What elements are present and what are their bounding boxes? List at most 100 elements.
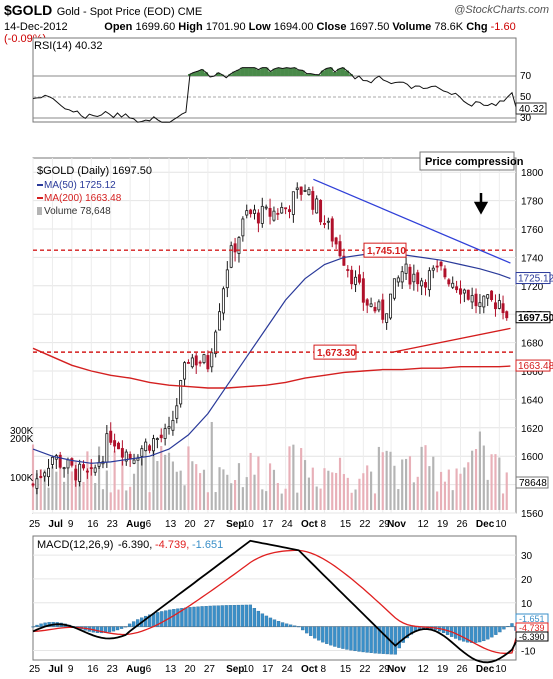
volume-bar xyxy=(362,473,365,510)
candle-body xyxy=(105,433,109,463)
volume-bar xyxy=(307,477,311,510)
macd-hist-bar xyxy=(204,606,208,627)
volume-bar xyxy=(261,489,264,510)
macd-hist-bar xyxy=(405,626,409,639)
annotation-box xyxy=(419,151,515,171)
candle-body xyxy=(284,207,288,210)
macd-hist-bar xyxy=(478,626,482,643)
x-tick-label: 15 xyxy=(340,664,352,675)
volume-bar xyxy=(358,478,361,510)
volume-bar xyxy=(105,470,108,510)
x-tick-label: 24 xyxy=(282,519,294,530)
volume-bar xyxy=(226,474,229,510)
volume-bar xyxy=(335,472,338,510)
volume-bar xyxy=(455,468,458,510)
macd-tick-label: -10 xyxy=(521,646,536,657)
legend-volume: Volume 78,648 xyxy=(44,206,111,217)
candle-body xyxy=(74,468,78,481)
volume-bar xyxy=(478,431,481,510)
candle-body xyxy=(501,303,505,314)
macd-hist-bar xyxy=(353,626,357,652)
volume-bar xyxy=(43,469,46,510)
rsi-last-tag xyxy=(515,102,547,115)
candle-body xyxy=(373,306,377,312)
price-legend-title: $GOLD (Daily) 1697.50 xyxy=(37,165,152,177)
volume-bar xyxy=(179,470,182,510)
volume-bar xyxy=(117,489,120,510)
candle-body xyxy=(272,210,276,221)
x-tick-label: 27 xyxy=(204,664,216,675)
macd-hist-bar xyxy=(248,604,253,627)
macd-hist-bar xyxy=(498,626,502,633)
volume-bar xyxy=(467,462,470,510)
macd-hist-bar xyxy=(148,614,152,627)
x-tick-label: Dec xyxy=(476,664,495,675)
low-label: Low xyxy=(248,21,271,33)
macd-hist-bar xyxy=(305,626,309,634)
x-tick-label: Aug xyxy=(126,664,145,675)
x-tick-label: 15 xyxy=(340,519,352,530)
candle-body xyxy=(198,361,202,364)
volume-bar xyxy=(195,464,198,510)
candle-body xyxy=(361,278,365,303)
macd-hist-bar xyxy=(127,623,132,627)
volume-bar xyxy=(78,472,81,510)
price-axis: 1800178017601740172017001680166016401620… xyxy=(521,168,544,520)
macd-hist-bar xyxy=(494,626,498,635)
candle-body xyxy=(140,448,144,457)
x-tick-label: 9 xyxy=(68,664,74,675)
macd-hist-bar xyxy=(466,626,470,643)
candle-body xyxy=(311,191,315,210)
volume-bar xyxy=(474,449,478,510)
macd-hist-bar xyxy=(156,612,160,627)
macd-hist-bar xyxy=(135,619,140,627)
x-tick-label: 8 xyxy=(320,519,326,530)
volume-bar xyxy=(31,444,35,510)
candle-body xyxy=(148,445,152,451)
volume-tick-100k: 100K xyxy=(10,473,34,484)
volume-bar xyxy=(265,491,268,510)
candle-body xyxy=(303,190,307,192)
volume-bars xyxy=(31,421,508,510)
macd-hist-bar xyxy=(228,605,232,627)
macd-hist-bar xyxy=(99,626,104,634)
resistance-label-box xyxy=(363,242,407,258)
volume-bar xyxy=(101,489,105,510)
macd-hist-bar xyxy=(212,605,216,627)
rsi-panel: RSI(14) 40.32 70 50 30 40.32 xyxy=(32,37,547,124)
volume-bar xyxy=(494,454,497,510)
x-tick-label: 29 xyxy=(379,664,391,675)
candle-body xyxy=(326,220,330,223)
macd-hist-bar xyxy=(184,607,188,627)
candle-body xyxy=(396,277,400,283)
volume-bar xyxy=(86,451,89,510)
macd-hist-bar xyxy=(268,617,273,627)
volume-bar xyxy=(175,471,178,510)
candle-body xyxy=(93,467,97,473)
candle-body xyxy=(50,456,54,465)
candle-body xyxy=(288,209,291,213)
macd-hist-bar xyxy=(31,626,35,628)
price-candles xyxy=(31,182,509,495)
x-tick-label: Oct xyxy=(301,664,318,675)
macd-hist-bar xyxy=(462,626,466,642)
lower-trendline xyxy=(390,327,511,354)
macd-legend-value3: -1.651 xyxy=(192,539,223,551)
resistance-label: 1,745.10 xyxy=(367,246,406,257)
volume-bar xyxy=(296,492,299,510)
low-value: 1694.00 xyxy=(273,21,314,33)
volume-bar xyxy=(327,470,330,510)
volume-bar xyxy=(505,472,508,510)
candle-body xyxy=(486,294,490,299)
legend-ma50: MA(50) 1725.12 xyxy=(44,180,116,191)
candle-body xyxy=(322,223,326,225)
candle-body xyxy=(70,458,74,466)
volume-bar xyxy=(319,488,322,510)
macd-hist-bar xyxy=(240,604,244,627)
x-tick-label: 23 xyxy=(107,664,119,675)
macd-hist-bar xyxy=(276,621,281,627)
macd-hist-bar xyxy=(131,621,136,627)
volume-bar xyxy=(393,465,396,510)
macd-panel: MACD(12,26,9) -6.390, -4.739, -1.651 30 2… xyxy=(31,535,549,664)
ma50-value-tag-text: 1725.12 xyxy=(518,274,553,285)
